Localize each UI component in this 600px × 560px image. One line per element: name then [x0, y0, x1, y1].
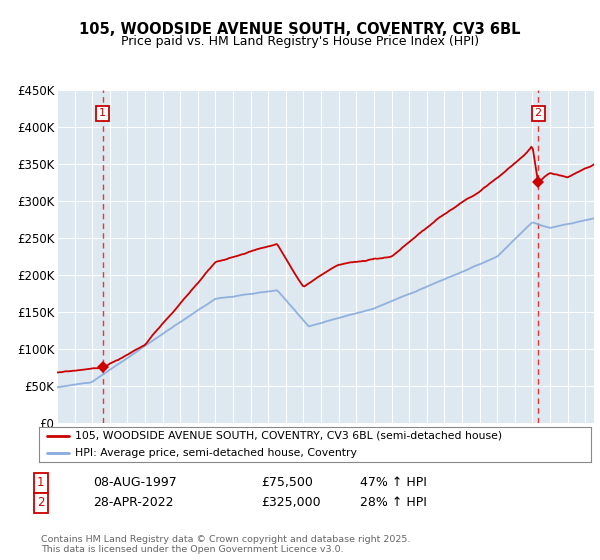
Text: 47% ↑ HPI: 47% ↑ HPI [360, 476, 427, 489]
Text: Contains HM Land Registry data © Crown copyright and database right 2025.
This d: Contains HM Land Registry data © Crown c… [41, 535, 410, 554]
Text: 28-APR-2022: 28-APR-2022 [93, 496, 173, 510]
Text: 28% ↑ HPI: 28% ↑ HPI [360, 496, 427, 510]
Text: 08-AUG-1997: 08-AUG-1997 [93, 476, 177, 489]
Text: 1: 1 [37, 476, 44, 489]
Text: 2: 2 [535, 108, 542, 118]
Text: Price paid vs. HM Land Registry's House Price Index (HPI): Price paid vs. HM Land Registry's House … [121, 35, 479, 48]
Text: £325,000: £325,000 [261, 496, 320, 510]
Text: £75,500: £75,500 [261, 476, 313, 489]
Text: HPI: Average price, semi-detached house, Coventry: HPI: Average price, semi-detached house,… [75, 449, 357, 458]
Text: 105, WOODSIDE AVENUE SOUTH, COVENTRY, CV3 6BL (semi-detached house): 105, WOODSIDE AVENUE SOUTH, COVENTRY, CV… [75, 431, 502, 441]
Text: 2: 2 [37, 496, 44, 510]
Text: 1: 1 [99, 108, 106, 118]
Text: 105, WOODSIDE AVENUE SOUTH, COVENTRY, CV3 6BL: 105, WOODSIDE AVENUE SOUTH, COVENTRY, CV… [79, 22, 521, 38]
